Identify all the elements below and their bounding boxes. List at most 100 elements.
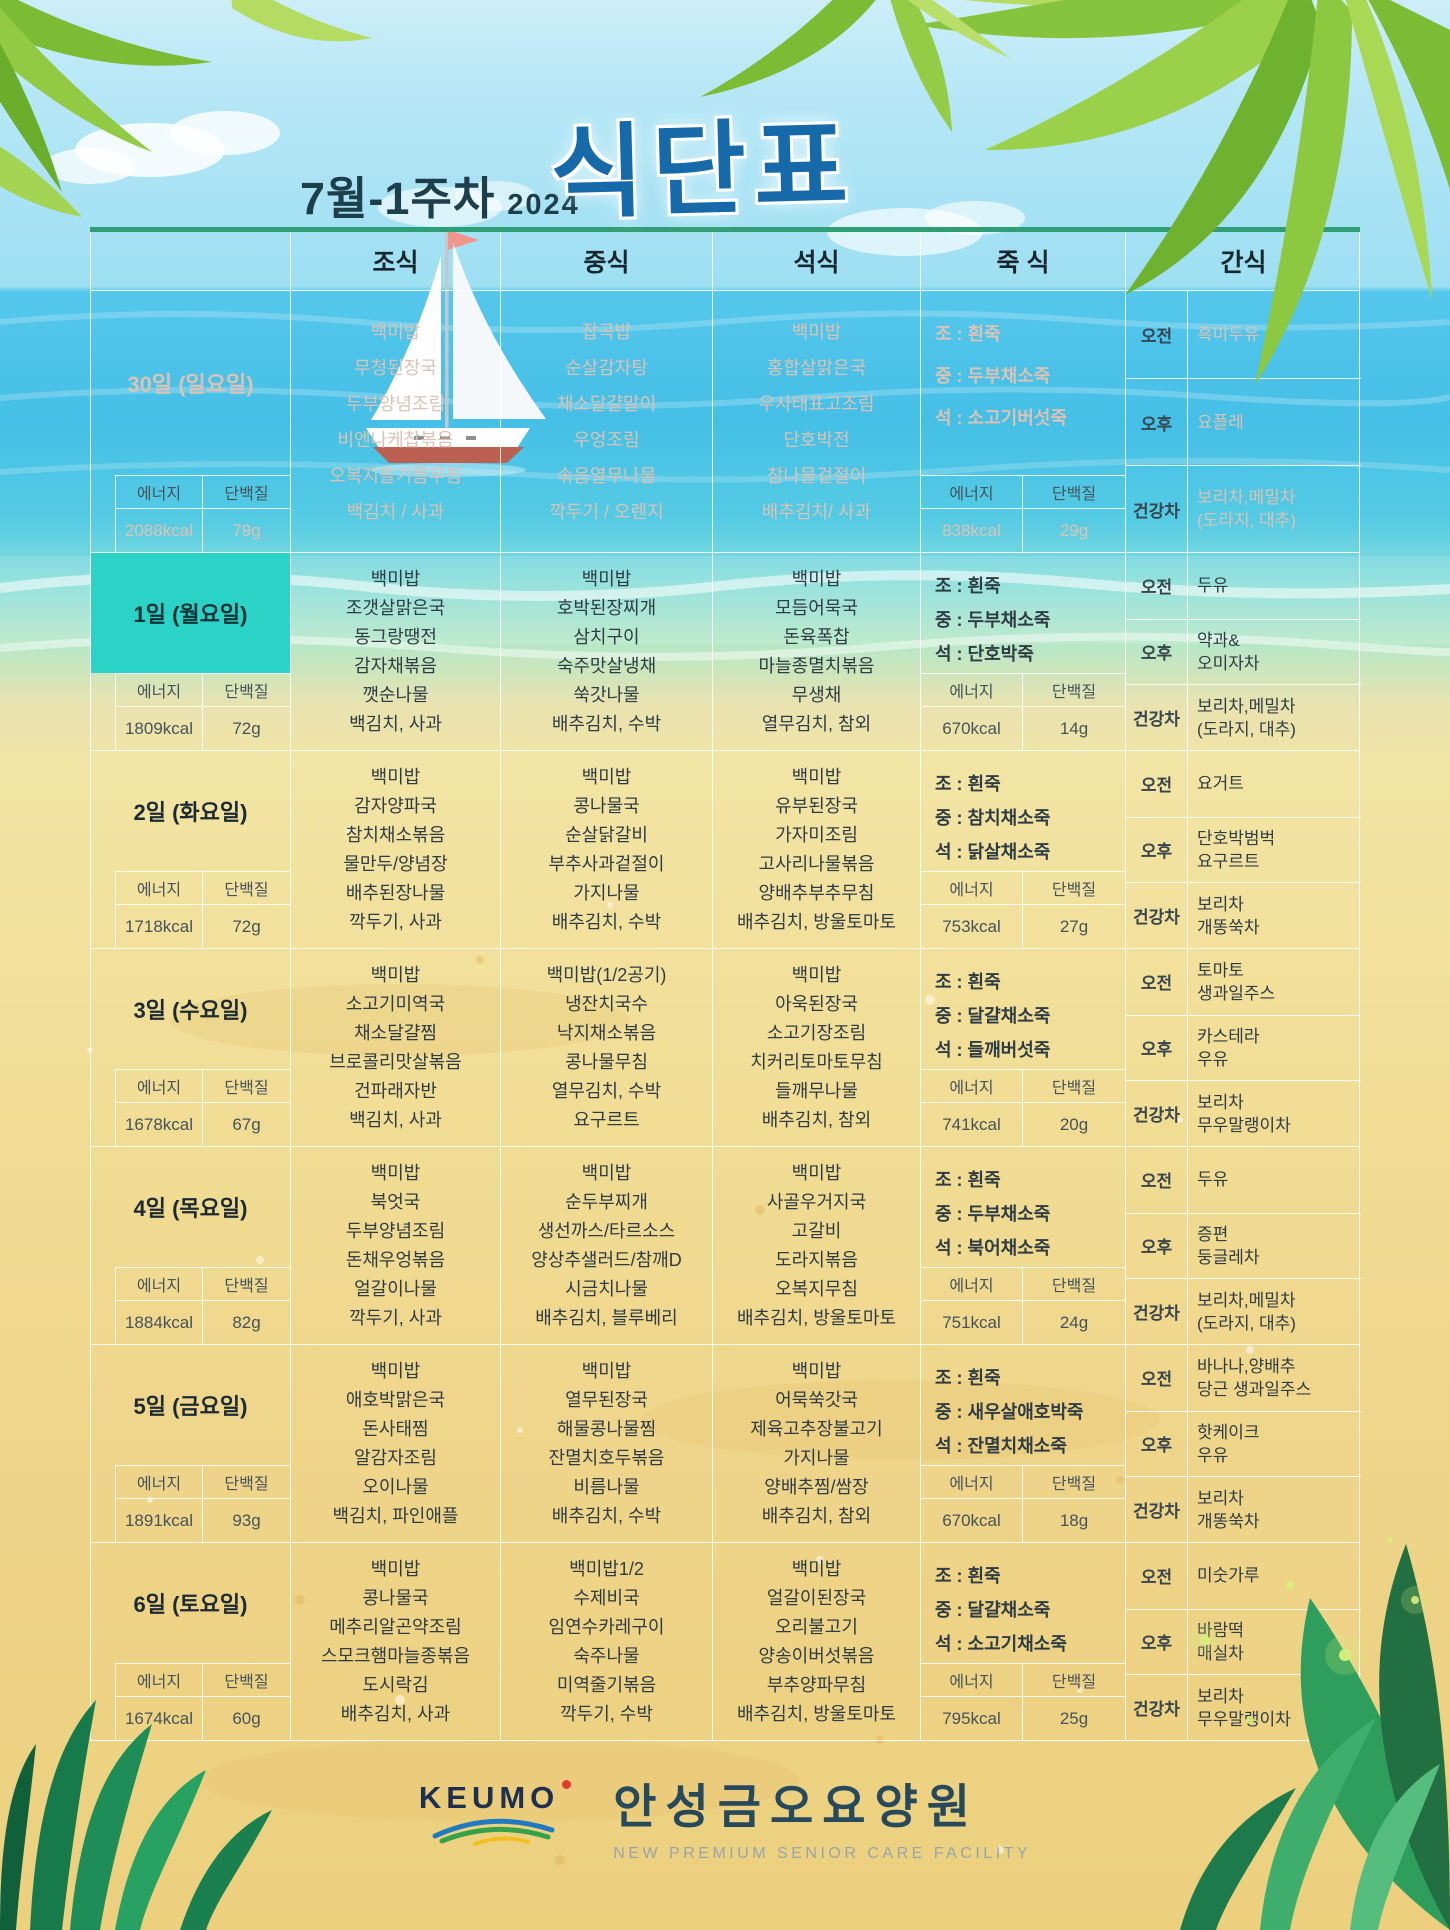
week-text: 7월-1주차 (300, 173, 496, 224)
snack-tea-row: 건강차 보리차,메밀차 (도라지, 대추) (1126, 465, 1361, 552)
table-row: 4일 (목요일) 에너지 단백질 1884kcal 82g 백미밥 북엇국 두부… (91, 1147, 1361, 1345)
organization-subtitle: NEW PREMIUM SENIOR CARE FACILITY (613, 1845, 1032, 1862)
corner-cell (91, 232, 291, 290)
lunch-menu: 백미밥 열무된장국 해물콩나물찜 잔멸치호두볶음 비름나물 배추김치, 수박 (501, 1345, 713, 1542)
porridge-cell: 조 : 흰죽 중 : 두부채소죽 석 : 북어채소죽 에너지 단백질 751kc… (921, 1147, 1126, 1344)
porridge-energy-table: 에너지 단백질 670kcal 18g (921, 1465, 1125, 1542)
porridge-energy-table: 에너지 단백질 838kcal 29g (921, 475, 1125, 552)
table-top-bar (90, 227, 1360, 232)
table-row: 30일 (일요일) 에너지 단백질 2088kcal 79g 백미밥 무청된장국… (91, 291, 1361, 553)
energy-table: 에너지 단백질 1674kcal 60g (115, 1663, 290, 1740)
protein-header: 단백질 (1023, 1070, 1125, 1103)
breakfast-menu: 백미밥 감자양파국 참치채소볶음 물만두/양념장 배추된장나물 깍두기, 사과 (291, 751, 501, 948)
energy-header: 에너지 (921, 1466, 1023, 1499)
date-label: 2일 (화요일) (133, 800, 248, 825)
snack-afternoon-row: 오후 약과& 오미자차 (1126, 618, 1361, 685)
snack-cell: 오전 바나나,양배추 당근 생과일주스 오후 핫케이크 우유 건강차 보리차 개… (1126, 1345, 1361, 1542)
energy-header: 에너지 (921, 674, 1023, 707)
porridge-menu: 조 : 흰죽 중 : 참치채소죽 석 : 닭살채소죽 (935, 774, 1051, 862)
breakfast-menu: 백미밥 북엇국 두부양념조림 돈채우엉볶음 얼갈이나물 깍두기, 사과 (291, 1147, 501, 1344)
afternoon-snack: 카스테라 우유 (1197, 1026, 1260, 1069)
afternoon-label: 오후 (1126, 1213, 1188, 1279)
porridge-energy-table: 에너지 단백질 795kcal 25g (921, 1663, 1125, 1740)
porridge-cell: 조 : 흰죽 중 : 참치채소죽 석 : 닭살채소죽 에너지 단백질 753kc… (921, 751, 1126, 948)
protein-header: 단백질 (1023, 1466, 1125, 1499)
energy-table: 에너지 단백질 1809kcal 72g (115, 673, 290, 750)
menu-table: 조식 중식 석식 죽 식 간식 30일 (일요일) 에너지 단백질 2088kc… (90, 227, 1361, 1741)
energy-header: 에너지 (921, 476, 1023, 509)
protein-header: 단백질 (203, 1070, 290, 1103)
tea-snack: 보리차 무우말랭이차 (1197, 1686, 1291, 1729)
afternoon-label: 오후 (1126, 1411, 1188, 1477)
lunch-menu: 백미밥 콩나물국 순살닭갈비 부추사과겉절이 가지나물 배추김치, 수박 (501, 751, 713, 948)
energy-table: 에너지 단백질 1891kcal 93g (115, 1465, 290, 1542)
snack-afternoon-row: 오후 카스테라 우유 (1126, 1014, 1361, 1081)
week-label: 7월-1주차 2024 (300, 162, 580, 227)
snack-cell: 오전 요거트 오후 단호박범벅 요구르트 건강차 보리차 개똥쑥차 (1126, 751, 1361, 948)
protein-header: 단백질 (203, 1466, 290, 1499)
column-header-dinner: 석식 (713, 232, 921, 290)
lunch-menu: 백미밥 순두부찌개 생선까스/타르소스 양상추샐러드/참깨D 시금치나물 배추김… (501, 1147, 713, 1344)
dinner-menu: 백미밥 홍합살맑은국 우사태표고조림 단호박전 참나물겉절이 배추김치/ 사과 (713, 291, 921, 552)
date-cell: 4일 (목요일) 에너지 단백질 1884kcal 82g (91, 1147, 291, 1344)
table-header-row: 조식 중식 석식 죽 식 간식 (91, 232, 1359, 291)
energy-value: 1809kcal (116, 707, 203, 750)
snack-morning-row: 오전 흑미두유 (1126, 291, 1361, 378)
porridge-protein-value: 29g (1059, 520, 1089, 540)
porridge-menu: 조 : 흰죽 중 : 두부채소죽 석 : 소고기버섯죽 (935, 324, 1067, 428)
table-row: 5일 (금요일) 에너지 단백질 1891kcal 93g 백미밥 애호박맑은국… (91, 1345, 1361, 1543)
protein-header: 단백질 (203, 1268, 290, 1301)
date-cell: 2일 (화요일) 에너지 단백질 1718kcal 72g (91, 751, 291, 948)
energy-value: 1718kcal (116, 905, 203, 948)
morning-snack: 두유 (1197, 1170, 1229, 1190)
dinner-menu: 백미밥 어묵쑥갓국 제육고추장불고기 가지나물 양배추찜/쌈장 배추김치, 참외 (713, 1345, 921, 1542)
porridge-energy-value: 670kcal (921, 1499, 1023, 1542)
table-row: 3일 (수요일) 에너지 단백질 1678kcal 67g 백미밥 소고기미역국… (91, 949, 1361, 1147)
porridge-menu: 조 : 흰죽 중 : 달걀채소죽 석 : 들깨버섯죽 (935, 972, 1051, 1060)
energy-value: 2088kcal (116, 509, 203, 552)
protein-value: 82g (232, 1312, 261, 1332)
date-cell: 5일 (금요일) 에너지 단백질 1891kcal 93g (91, 1345, 291, 1542)
afternoon-snack: 바람떡 매실차 (1197, 1620, 1244, 1663)
protein-value: 93g (232, 1510, 261, 1530)
porridge-energy-value: 670kcal (921, 707, 1023, 750)
porridge-menu: 조 : 흰죽 중 : 두부채소죽 석 : 단호박죽 (935, 576, 1051, 664)
snack-afternoon-row: 오후 증편 둥글레차 (1126, 1212, 1361, 1279)
date-label: 5일 (금요일) (133, 1394, 248, 1419)
dinner-menu: 백미밥 아욱된장국 소고기장조림 치커리토마토무침 들깨무나물 배추김치, 참외 (713, 949, 921, 1146)
energy-header: 에너지 (116, 476, 203, 509)
morning-snack: 미숫가루 (1197, 1566, 1260, 1586)
protein-header: 단백질 (203, 1664, 290, 1697)
porridge-energy-table: 에너지 단백질 751kcal 24g (921, 1267, 1125, 1344)
afternoon-snack: 약과& 오미자차 (1197, 630, 1260, 673)
table-row: 1일 (월요일) 에너지 단백질 1809kcal 72g 백미밥 조갯살맑은국… (91, 553, 1361, 751)
snack-cell: 오전 토마토 생과일주스 오후 카스테라 우유 건강차 보리차 무우말랭이차 (1126, 949, 1361, 1146)
date-cell: 3일 (수요일) 에너지 단백질 1678kcal 67g (91, 949, 291, 1146)
afternoon-label: 오후 (1126, 1015, 1188, 1081)
afternoon-snack: 핫케이크 우유 (1197, 1422, 1260, 1465)
energy-header: 에너지 (921, 1268, 1023, 1301)
lunch-menu: 잡곡밥 순살감자탕 채소달걀말이 우엉조림 솎음열무나물 깍두기 / 오렌지 (501, 291, 713, 552)
snack-morning-row: 오전 두유 (1126, 1147, 1361, 1213)
date-label: 30일 (일요일) (127, 372, 254, 397)
snack-tea-row: 건강차 보리차 개똥쑥차 (1126, 882, 1361, 948)
energy-table: 에너지 단백질 1718kcal 72g (115, 871, 290, 948)
snack-tea-row: 건강차 보리차 무우말랭이차 (1126, 1674, 1361, 1740)
snack-cell: 오전 두유 오후 증편 둥글레차 건강차 보리차,메밀차 (도라지, 대추) (1126, 1147, 1361, 1344)
afternoon-snack: 단호박범벅 요구르트 (1197, 828, 1276, 871)
dinner-menu: 백미밥 유부된장국 가자미조림 고사리나물볶음 양배추부추무침 배추김치, 방울… (713, 751, 921, 948)
date-label: 3일 (수요일) (133, 998, 248, 1023)
tea-snack: 보리차 개똥쑥차 (1197, 1488, 1260, 1531)
protein-value: 67g (232, 1114, 261, 1134)
tea-label: 건강차 (1126, 1675, 1188, 1740)
protein-header: 단백질 (203, 476, 290, 509)
energy-value: 1891kcal (116, 1499, 203, 1542)
date-cell: 1일 (월요일) 에너지 단백질 1809kcal 72g (91, 553, 291, 750)
energy-header: 에너지 (116, 872, 203, 905)
date-label: 1일 (월요일) (91, 553, 290, 673)
energy-header: 에너지 (116, 1070, 203, 1103)
porridge-cell: 조 : 흰죽 중 : 달걀채소죽 석 : 소고기채소죽 에너지 단백질 795k… (921, 1543, 1126, 1740)
snack-morning-row: 오전 요거트 (1126, 751, 1361, 817)
lunch-menu: 백미밥(1/2공기) 냉잔치국수 낙지채소볶음 콩나물무침 열무김치, 수박 요… (501, 949, 713, 1146)
porridge-energy-value: 753kcal (921, 905, 1023, 948)
